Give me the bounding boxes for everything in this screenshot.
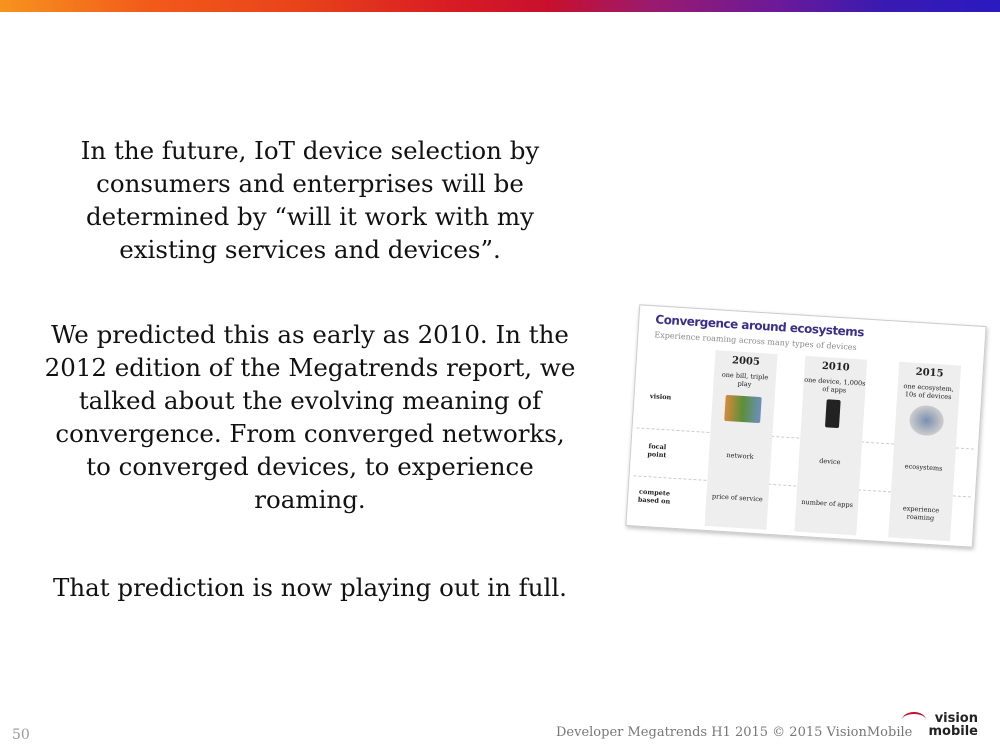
row-label-compete: compete based on xyxy=(637,487,671,506)
top-gradient-bar xyxy=(0,0,1000,12)
devices-image xyxy=(724,394,762,424)
vision-text: one ecosystem, 10s of devices xyxy=(903,382,955,402)
compete-text: experience roaming xyxy=(902,504,940,523)
logo-word-mobile: mobile xyxy=(928,724,978,739)
convergence-figure: Convergence around ecosystems Experience… xyxy=(625,304,987,548)
ecosystem-image xyxy=(908,404,945,437)
vision-text: one bill, triple play xyxy=(721,370,769,389)
paragraph-conclusion: That prediction is now playing out in fu… xyxy=(53,573,567,602)
column-2010: 2010 one device, 1,000s of apps device n… xyxy=(794,355,868,536)
vision-text: one device, 1,000s of apps xyxy=(803,375,866,395)
year-label: 2010 xyxy=(821,360,850,374)
focal-text: network xyxy=(726,451,754,461)
focal-text: device xyxy=(818,456,841,467)
column-2005: 2005 one bill, triple play network price… xyxy=(704,350,778,530)
compete-text: number of apps xyxy=(801,497,854,510)
page-number: 50 xyxy=(12,727,30,743)
column-2015: 2015 one ecosystem, 10s of devices ecosy… xyxy=(888,361,962,542)
visionmobile-logo: vision mobile xyxy=(900,712,978,744)
paragraph-prediction-history: We predicted this as early as 2010. In t… xyxy=(44,320,576,514)
year-label: 2015 xyxy=(915,366,944,380)
footer-text: Developer Megatrends H1 2015 © 2015 Visi… xyxy=(556,725,913,740)
compete-text: price of service xyxy=(711,492,763,504)
row-label-focal: focal point xyxy=(647,442,667,460)
logo-word-vision: vision xyxy=(934,711,978,726)
smartphone-image xyxy=(824,399,841,429)
paragraph-iot-selection: In the future, IoT device selection by c… xyxy=(80,136,540,264)
year-label: 2005 xyxy=(731,355,761,368)
focal-text: ecosystems xyxy=(904,462,943,473)
row-label-vision: vision xyxy=(649,392,672,402)
